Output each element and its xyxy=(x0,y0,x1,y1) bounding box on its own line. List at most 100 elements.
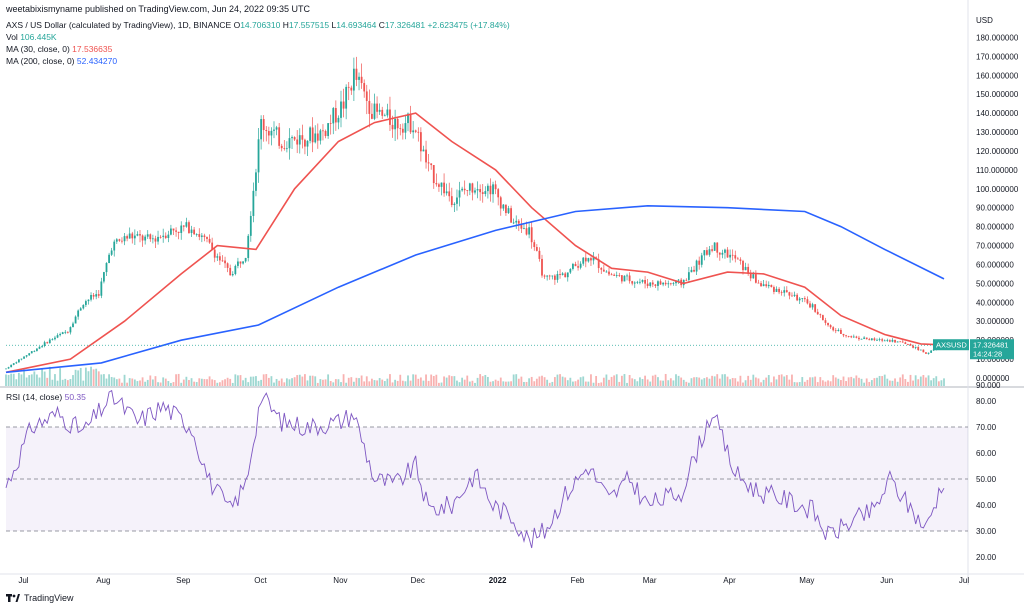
candle-body xyxy=(721,252,724,255)
volume-bar xyxy=(371,378,373,386)
candle-body xyxy=(285,148,288,150)
volume-bar xyxy=(159,382,162,386)
candle-body xyxy=(309,127,311,141)
rsi-line xyxy=(5,389,945,549)
candle-body xyxy=(883,340,886,342)
volume-bar xyxy=(28,375,31,386)
volume-bar xyxy=(90,366,92,386)
volume-bar xyxy=(115,379,118,386)
footer-brand[interactable]: TradingView xyxy=(6,593,74,603)
volume-bar xyxy=(628,374,631,386)
volume-bar xyxy=(922,375,925,386)
volume-bar xyxy=(100,374,103,386)
ma200-legend-row: MA (200, close, 0) 52.434270 xyxy=(6,55,510,67)
volume-bar xyxy=(131,378,134,386)
candle-body xyxy=(456,197,458,204)
candle-body xyxy=(427,162,430,164)
volume-bar xyxy=(198,378,201,386)
volume-bar xyxy=(481,376,484,386)
volume-bar xyxy=(435,374,438,386)
volume-bar xyxy=(912,380,914,386)
candle-body xyxy=(582,257,585,264)
volume-bar xyxy=(489,381,492,386)
candle-body xyxy=(597,259,600,269)
candle-body xyxy=(747,266,750,274)
candle-body xyxy=(445,191,448,194)
volume-bar xyxy=(754,377,757,386)
candle-body xyxy=(700,255,703,265)
candle-body xyxy=(389,109,391,125)
volume-bar xyxy=(615,374,618,386)
candle-body xyxy=(806,299,809,304)
candle-body xyxy=(12,363,15,365)
candle-body xyxy=(837,329,840,332)
volume-bar xyxy=(569,377,572,386)
volume-bar xyxy=(834,377,837,386)
candle-body xyxy=(742,260,744,271)
volume-bar xyxy=(92,369,95,386)
volume-bar xyxy=(675,374,677,386)
volume-value: 106.445K xyxy=(20,32,57,42)
candle-body xyxy=(566,272,569,278)
volume-bar xyxy=(597,382,600,386)
candle-body xyxy=(507,208,510,214)
candle-body xyxy=(7,367,10,369)
candle-body xyxy=(685,279,688,281)
candle-body xyxy=(87,299,90,302)
volume-bar xyxy=(200,378,203,386)
candle-body xyxy=(819,314,822,316)
candle-body xyxy=(572,263,574,269)
candle-body xyxy=(412,130,415,133)
candle-body xyxy=(64,331,67,333)
volume-bar xyxy=(306,380,309,386)
candle-body xyxy=(850,336,853,338)
volume-bar xyxy=(757,378,760,386)
candle-body xyxy=(711,249,713,251)
volume-bar xyxy=(373,380,376,386)
candle-body xyxy=(538,250,541,259)
candle-body xyxy=(213,249,216,258)
volume-bar xyxy=(682,379,685,386)
volume-bar xyxy=(154,376,157,386)
volume-bar xyxy=(592,382,595,386)
volume-bar xyxy=(633,379,636,386)
candle-body xyxy=(736,258,739,260)
price-tick-label: 30.000000 xyxy=(976,317,1014,326)
volume-bar xyxy=(876,377,878,386)
volume-bar xyxy=(247,382,250,386)
volume-bar xyxy=(211,379,214,386)
candle-body xyxy=(785,290,788,293)
volume-bar xyxy=(206,379,208,386)
candle-body xyxy=(654,284,657,286)
candle-body xyxy=(672,283,675,284)
volume-bar xyxy=(620,375,623,386)
candle-body xyxy=(430,163,433,166)
volume-bar xyxy=(721,374,724,386)
candle-body xyxy=(322,130,324,132)
candle-body xyxy=(718,252,721,255)
candle-body xyxy=(383,115,386,117)
volume-bar xyxy=(146,379,149,386)
price-tick-label: 160.000000 xyxy=(976,71,1019,80)
volume-axis-label: 90.000 xyxy=(976,381,1001,390)
volume-bar xyxy=(618,381,621,386)
volume-bar xyxy=(15,379,18,386)
rsi-tick-label: 30.00 xyxy=(976,527,997,536)
candle-body xyxy=(481,192,484,195)
volume-bar xyxy=(664,373,667,386)
volume-bar xyxy=(731,377,734,386)
volume-bar xyxy=(322,379,324,386)
volume-bar xyxy=(46,377,49,386)
candle-body xyxy=(283,148,286,149)
volume-bar xyxy=(167,381,170,386)
volume-bar xyxy=(788,379,791,386)
candle-body xyxy=(919,349,922,351)
volume-bar xyxy=(700,379,703,386)
volume-bar xyxy=(407,375,409,386)
volume-bar xyxy=(358,378,360,386)
candle-body xyxy=(922,349,925,353)
candle-body xyxy=(548,275,551,277)
candle-body xyxy=(754,274,757,283)
volume-bar xyxy=(587,381,590,386)
